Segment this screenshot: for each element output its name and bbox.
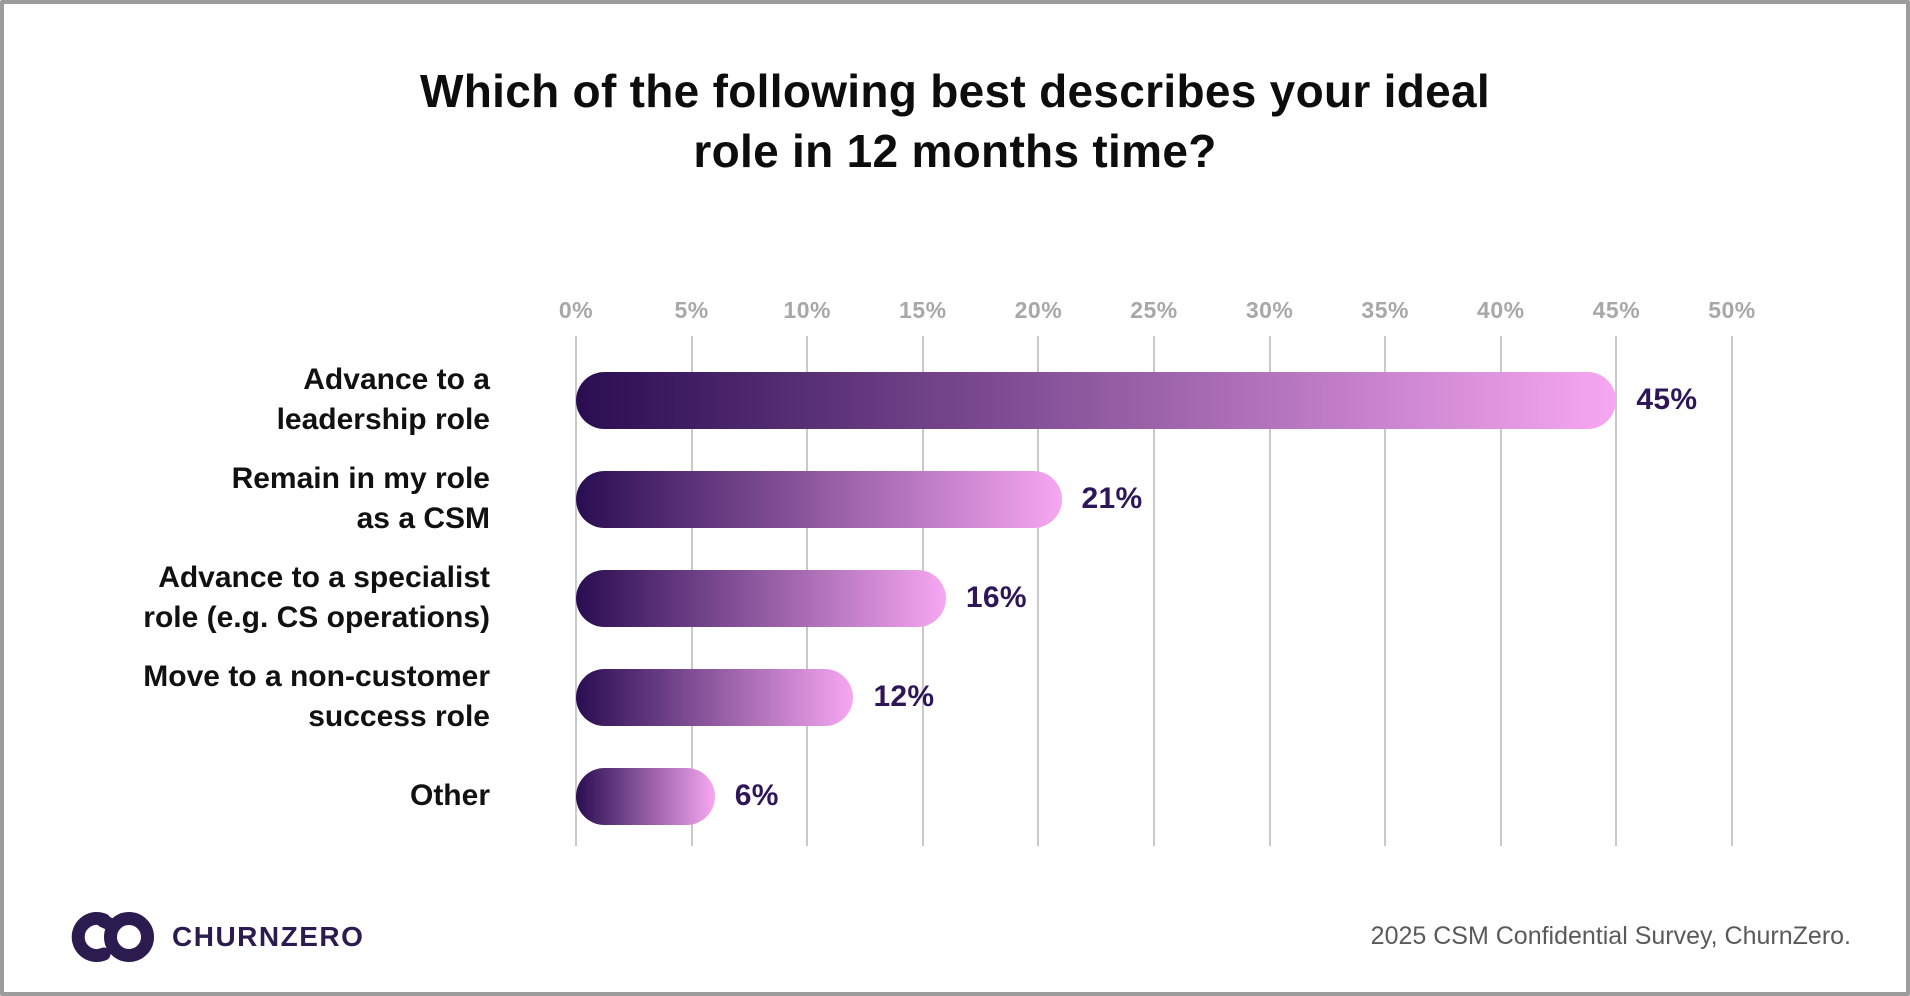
category-label: Remain in my role as a CSM <box>231 462 490 536</box>
bar <box>576 470 1062 528</box>
x-tick-label: 45% <box>1592 296 1641 323</box>
category-label: Advance to a specialist role (e.g. CS op… <box>143 561 490 635</box>
source-citation: 2025 CSM Confidential Survey, ChurnZero. <box>1370 922 1851 950</box>
bar <box>576 668 854 726</box>
x-tick-label: 20% <box>1014 296 1063 323</box>
gridline <box>1268 335 1271 846</box>
bar <box>576 371 1617 429</box>
bar-row: 12% <box>576 648 1732 747</box>
x-tick-label: 5% <box>674 296 709 323</box>
gridline <box>1037 335 1040 846</box>
churnzero-wordmark: CHURNZERO <box>172 920 365 952</box>
bar-rows: 45% 21% 16% 12% 6% <box>576 336 1732 846</box>
gridline <box>1153 335 1155 846</box>
x-tick-label: 15% <box>899 296 947 323</box>
category-label: Move to a non-customer success role <box>143 660 490 734</box>
bar <box>576 767 715 825</box>
chart-title: Which of the following best describes yo… <box>420 65 1490 177</box>
gridline <box>1384 335 1387 846</box>
x-tick-label: 0% <box>558 296 594 323</box>
x-tick-label: 50% <box>1708 296 1756 323</box>
x-tick-label: 35% <box>1361 296 1409 323</box>
plot-area: 45% 21% 16% 12% 6% <box>575 335 1733 846</box>
value-label: 21% <box>1081 482 1143 516</box>
bar-chart: 0% 5% 10% 15% 20% 25% 30% 35% 40% 45% 50% Advance … <box>4 274 1755 846</box>
value-label: 16% <box>965 581 1027 615</box>
gridline <box>1731 335 1733 846</box>
value-label: 45% <box>1636 383 1698 417</box>
gridline <box>1499 335 1502 846</box>
x-tick-label: 30% <box>1245 296 1294 323</box>
churnzero-logo: CHURNZERO <box>62 907 364 967</box>
x-axis-ticks: 0% 5% 10% 15% 20% 25% 30% 35% 40% 45% 50% <box>559 274 1755 336</box>
value-label: 12% <box>873 680 935 714</box>
category-labels: Advance to a leadership role Remain in my… <box>4 336 576 846</box>
category-label: Advance to a leadership role <box>276 363 490 437</box>
bar <box>576 569 946 627</box>
gridline <box>1615 335 1618 846</box>
x-tick-label: 10% <box>783 296 831 323</box>
bar-row: 6% <box>576 747 1732 846</box>
bar-row: 16% <box>576 549 1732 648</box>
x-tick-label: 25% <box>1130 296 1178 323</box>
bar-row: 45% <box>576 351 1732 450</box>
churnzero-infinity-icon <box>62 907 156 967</box>
bar-row: 21% <box>576 450 1732 549</box>
x-tick-label: 40% <box>1477 296 1525 323</box>
category-label: Other <box>409 779 490 813</box>
value-label: 6% <box>734 779 779 813</box>
footer: CHURNZERO 2025 CSM Confidential Survey, … <box>62 899 1851 974</box>
